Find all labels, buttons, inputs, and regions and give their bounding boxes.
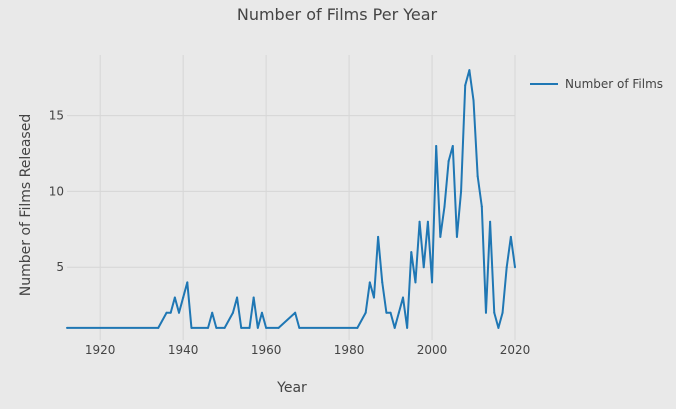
data-point[interactable]	[505, 266, 508, 269]
data-point[interactable]	[402, 296, 404, 299]
y-tick-label: 10	[49, 184, 64, 198]
x-tick-label: 1920	[85, 343, 116, 357]
x-tick-label: 1940	[168, 343, 199, 357]
data-point[interactable]	[356, 326, 359, 329]
data-point[interactable]	[468, 69, 471, 72]
data-point[interactable]	[377, 235, 380, 238]
data-point[interactable]	[422, 266, 425, 269]
y-tick-label: 15	[49, 109, 64, 123]
data-point[interactable]	[460, 190, 463, 193]
legend[interactable]: Number of Films	[530, 77, 663, 91]
data-point[interactable]	[451, 144, 454, 147]
data-point[interactable]	[294, 311, 297, 314]
x-tick-label: 1960	[251, 343, 282, 357]
data-point[interactable]	[169, 311, 172, 314]
data-point[interactable]	[393, 326, 396, 329]
series-line[interactable]	[67, 69, 516, 329]
chart-title: Number of Films Per Year	[237, 5, 438, 24]
data-point[interactable]	[178, 311, 180, 314]
data-point[interactable]	[298, 326, 301, 329]
data-point[interactable]	[182, 296, 185, 299]
grid-layer	[67, 55, 516, 340]
x-tick-label: 2020	[500, 343, 531, 357]
data-point[interactable]	[443, 205, 446, 208]
x-tick-label: 2000	[417, 343, 448, 357]
data-point[interactable]	[472, 99, 475, 102]
data-point[interactable]	[215, 326, 218, 329]
data-point[interactable]	[368, 281, 371, 284]
data-point[interactable]	[426, 220, 429, 223]
data-point[interactable]	[186, 281, 189, 284]
data-point[interactable]	[476, 175, 479, 178]
data-point[interactable]	[223, 326, 226, 329]
data-point[interactable]	[501, 311, 504, 314]
data-point[interactable]	[207, 326, 210, 329]
data-point[interactable]	[265, 326, 268, 329]
legend-label: Number of Films	[565, 77, 663, 91]
data-point[interactable]	[397, 311, 400, 314]
data-point[interactable]	[173, 296, 176, 299]
data-point[interactable]	[211, 311, 214, 314]
data-point[interactable]	[236, 296, 239, 299]
data-point[interactable]	[157, 326, 160, 329]
data-point[interactable]	[464, 84, 467, 87]
y-axis-title: Number of Films Released	[18, 114, 34, 296]
data-point[interactable]	[493, 311, 496, 314]
data-point[interactable]	[406, 326, 409, 329]
data-point[interactable]	[364, 311, 367, 314]
data-point[interactable]	[385, 311, 388, 314]
data-point[interactable]	[418, 220, 421, 223]
data-point[interactable]	[190, 326, 193, 329]
data-point[interactable]	[497, 326, 500, 329]
data-point[interactable]	[165, 311, 168, 314]
data-point[interactable]	[435, 144, 438, 147]
y-tick-label: 5	[56, 260, 64, 274]
data-point[interactable]	[277, 326, 280, 329]
data-point[interactable]	[410, 251, 413, 254]
data-point[interactable]	[439, 235, 442, 238]
data-point[interactable]	[381, 281, 384, 284]
data-point[interactable]	[484, 311, 487, 314]
x-tick-label: 1980	[334, 343, 365, 357]
series-layer	[66, 69, 516, 329]
data-point[interactable]	[431, 281, 434, 284]
data-point[interactable]	[260, 311, 263, 314]
data-point[interactable]	[252, 296, 255, 299]
data-point[interactable]	[455, 235, 458, 238]
data-point[interactable]	[389, 311, 392, 314]
data-point[interactable]	[248, 326, 251, 329]
data-point[interactable]	[240, 326, 243, 329]
data-point[interactable]	[231, 311, 234, 314]
data-point[interactable]	[414, 281, 417, 284]
data-point[interactable]	[372, 296, 375, 299]
data-point[interactable]	[66, 326, 68, 329]
data-point[interactable]	[480, 205, 483, 208]
x-axis-title: Year	[276, 380, 307, 396]
tick-layer: 1920 1940 1960 1980 2000 2020 5 10 15	[49, 109, 531, 357]
data-point[interactable]	[509, 235, 512, 238]
data-point[interactable]	[514, 266, 516, 269]
data-point[interactable]	[256, 326, 259, 329]
data-point[interactable]	[489, 220, 492, 223]
data-point[interactable]	[447, 160, 450, 163]
